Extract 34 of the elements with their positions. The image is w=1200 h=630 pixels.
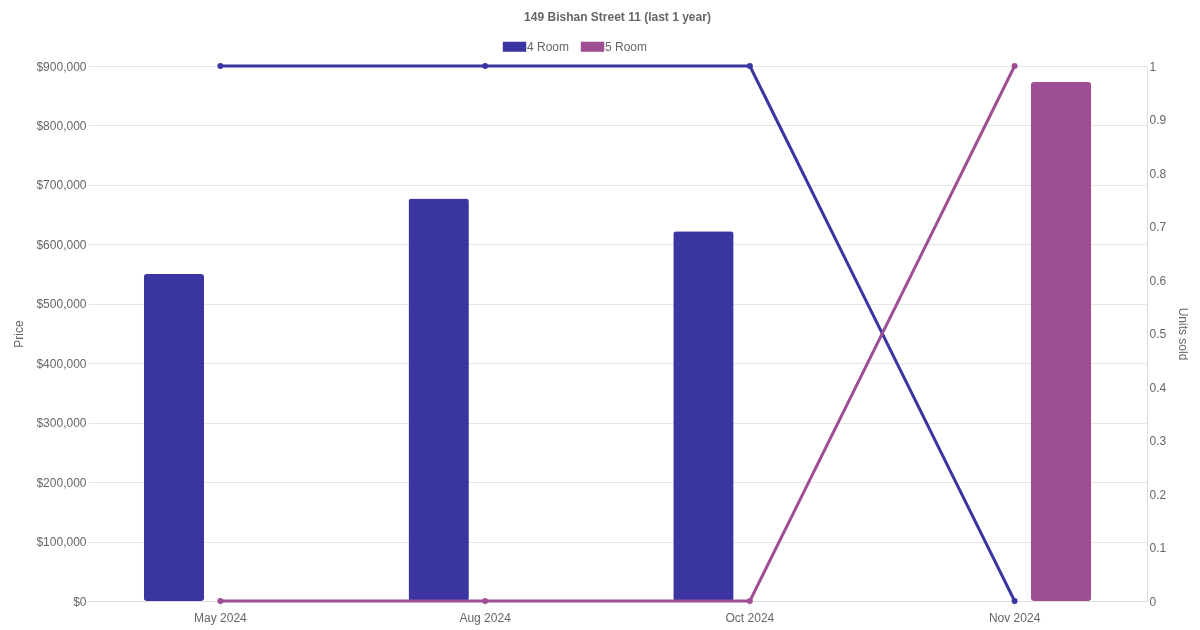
y2-tick-label: 0.3 xyxy=(1149,434,1167,448)
y-tick-label: $800,000 xyxy=(36,118,87,133)
y-tick-label: $0 xyxy=(73,594,87,609)
legend-label: 4 Room xyxy=(527,39,570,54)
y-tick-label: $900,000 xyxy=(36,59,87,74)
y2-tick-label: 0.9 xyxy=(1149,113,1167,127)
y-tick-label: $100,000 xyxy=(36,535,87,550)
y2-tick-label: 1 xyxy=(1149,59,1157,74)
y-axis-title: Price xyxy=(12,320,27,348)
y-tick-label: $400,000 xyxy=(36,356,87,371)
y-tick-label: $200,000 xyxy=(36,475,87,490)
y-tick-label: $300,000 xyxy=(36,416,87,431)
y2-tick-label: 0.5 xyxy=(1149,327,1167,341)
y2-tick-label: 0 xyxy=(1149,594,1157,609)
bar xyxy=(1030,82,1092,601)
x-tick-label: Oct 2024 xyxy=(725,610,775,625)
bar xyxy=(408,198,469,601)
x-tick-label: Aug 2024 xyxy=(459,610,512,625)
y-tick-label: $600,000 xyxy=(36,237,87,252)
x-tick-label: May 2024 xyxy=(194,610,248,625)
y-tick-label: $700,000 xyxy=(36,178,87,193)
x-tick-label: Nov 2024 xyxy=(988,610,1041,625)
y2-tick-label: 0.6 xyxy=(1149,273,1167,288)
bar xyxy=(143,274,205,601)
chart-title: 149 Bishan Street 11 (last 1 year) xyxy=(524,10,711,24)
y2-tick-label: 0.2 xyxy=(1149,487,1167,502)
bar xyxy=(673,231,734,601)
y2-tick-label: 0.7 xyxy=(1149,220,1167,234)
y2-axis-title: Units sold xyxy=(1176,307,1191,361)
y2-tick-label: 0.1 xyxy=(1149,541,1167,555)
y2-tick-label: 0.4 xyxy=(1149,380,1167,395)
y-tick-label: $500,000 xyxy=(36,297,87,312)
y2-tick-label: 0.8 xyxy=(1149,166,1167,181)
legend-label: 5 Room xyxy=(605,39,648,54)
